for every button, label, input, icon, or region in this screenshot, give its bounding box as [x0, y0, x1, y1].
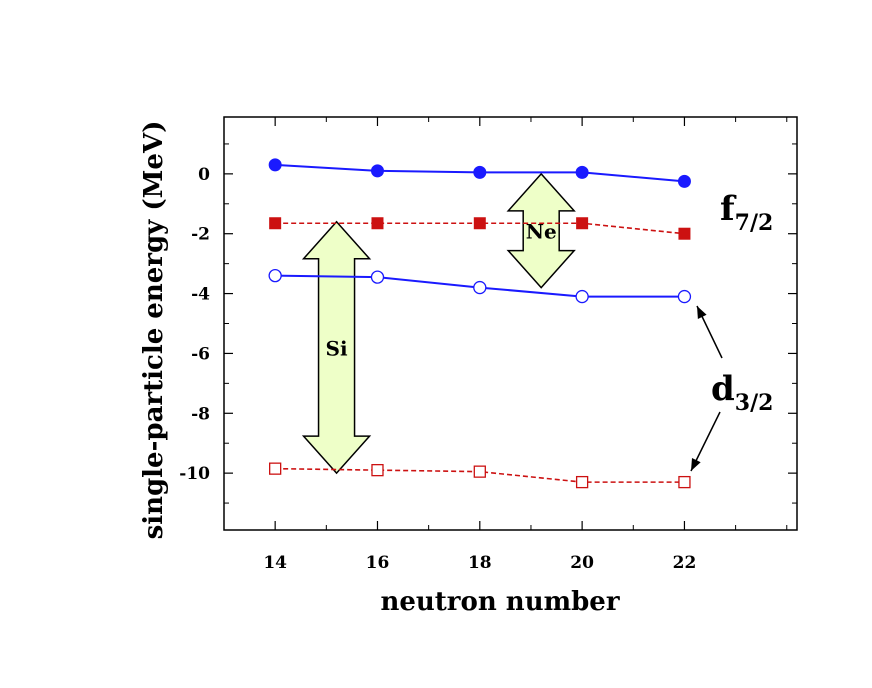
y-tick-label--4: -4: [191, 285, 210, 305]
x-tick-label-18: 18: [468, 553, 492, 573]
point-f72_ne-n16: [371, 217, 384, 230]
x-tick-label-16: 16: [366, 553, 390, 573]
point-f72_ne-n20: [576, 217, 589, 230]
label-d32: d3/2: [711, 369, 773, 416]
label-f72: f7/2: [720, 189, 773, 236]
annotation-group: f7/2 d3/2: [690, 189, 773, 472]
point-f72_ne-n18: [473, 217, 486, 230]
point-d32_si-n20: [575, 289, 589, 304]
x-tick-label-14: 14: [263, 553, 287, 573]
point-d32_ne-n22: [678, 475, 691, 489]
label-f72-sub: 7/2: [735, 210, 774, 236]
point-f72_si-n22: [677, 174, 691, 188]
point-f72_ne-n22: [678, 227, 691, 240]
gap-label-si: Si: [326, 336, 348, 360]
y-tick-label--2: -2: [191, 225, 210, 245]
y-tick-label--10: -10: [179, 464, 210, 484]
y-tick-label-0: 0: [198, 165, 210, 185]
pointer-d32-upper-head: [697, 306, 707, 319]
point-f72_ne-n14: [269, 217, 282, 230]
label-d32-sub: 3/2: [735, 390, 774, 416]
y-tick-label--6: -6: [191, 344, 210, 364]
point-f72_si-n20: [575, 165, 589, 179]
y-axis-label: single-particle energy (MeV): [139, 121, 169, 540]
point-f72_si-n18: [473, 165, 487, 179]
label-f72-main: f: [720, 189, 737, 229]
axes-group: 14 16 18 20 22 0 -2 -4 -6 -8 -10: [179, 116, 798, 573]
point-d32_ne-n16: [371, 463, 384, 477]
point-d32_si-n18: [473, 280, 487, 295]
x-tick-label-22: 22: [673, 553, 697, 573]
gap-arrow-si: [301, 220, 372, 475]
x-axis-label: neutron number: [380, 587, 619, 617]
point-d32_ne-n20: [575, 475, 589, 489]
point-f72_si-n16: [370, 164, 384, 178]
pointer-d32-lower-head: [691, 458, 701, 471]
label-d32-main: d: [711, 369, 735, 409]
gap-arrow-ne: [506, 172, 576, 289]
x-tick-label-20: 20: [570, 553, 594, 573]
point-d32_si-n22: [677, 289, 692, 304]
point-d32_ne-n18: [473, 465, 486, 478]
series-group: [268, 158, 692, 489]
point-d32_ne-n14: [269, 462, 282, 475]
point-f72_si-n14: [268, 158, 282, 172]
point-d32_si-n14: [268, 268, 282, 283]
point-d32_si-n16: [370, 270, 385, 284]
y-tick-label--8: -8: [191, 404, 210, 424]
